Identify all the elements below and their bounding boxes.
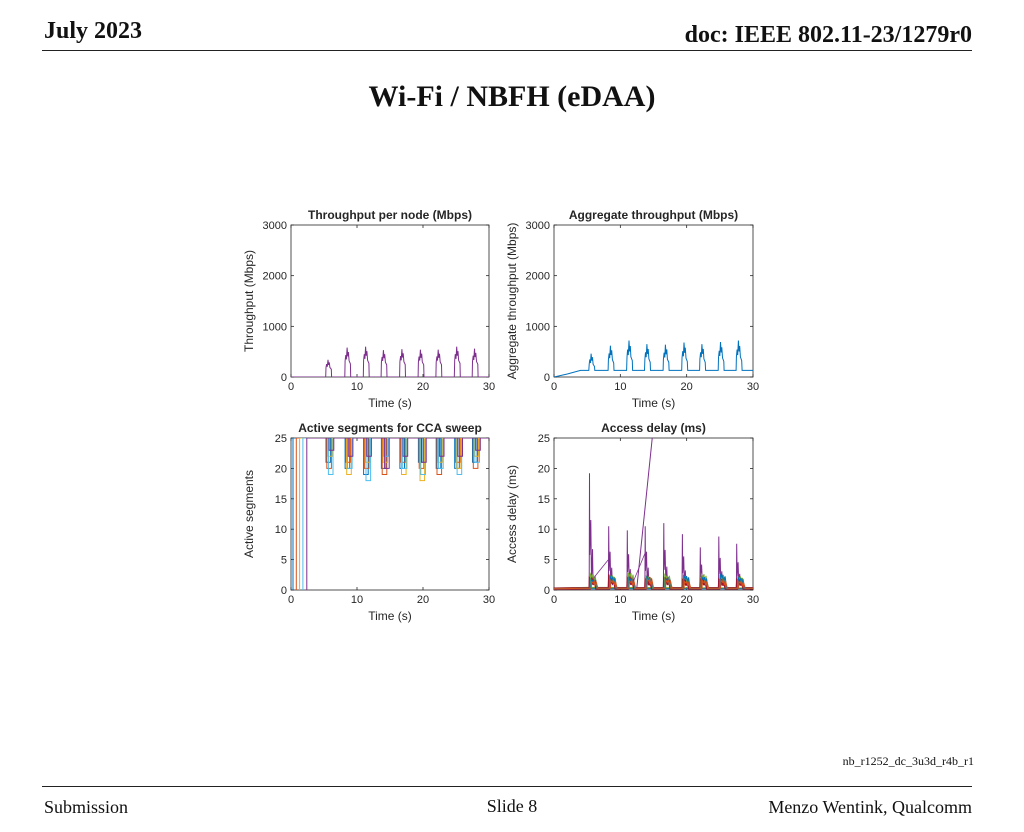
y-tick-label: 15 xyxy=(538,494,550,506)
x-tick-label: 20 xyxy=(417,594,429,606)
y-tick-label: 20 xyxy=(275,463,287,475)
plot-data xyxy=(554,340,753,377)
y-tick-label: 1000 xyxy=(263,321,287,333)
series-line-purple xyxy=(554,473,753,590)
y-tick-label: 25 xyxy=(538,433,550,445)
series-connector-2 xyxy=(633,553,646,582)
x-tick-label: 30 xyxy=(747,594,759,606)
series-line-s2 xyxy=(295,438,489,590)
y-tick-label: 0 xyxy=(281,585,287,597)
y-tick-label: 0 xyxy=(544,585,550,597)
plot-2 xyxy=(553,224,754,378)
header-date: July 2023 xyxy=(44,18,143,44)
y-tick-label: 0 xyxy=(281,372,287,384)
x-axis-label: Time (s) xyxy=(368,396,412,410)
series-line-blue xyxy=(554,572,753,590)
x-tick-label: 20 xyxy=(681,594,693,606)
header-doc-id: doc: IEEE 802.11-23/1279r0 xyxy=(684,22,972,48)
series-line-node xyxy=(291,346,489,377)
y-tick-label: 3000 xyxy=(263,220,287,232)
x-tick-label: 10 xyxy=(351,381,363,393)
plot-4 xyxy=(553,437,754,591)
x-tick-label: 10 xyxy=(351,594,363,606)
x-tick-label: 30 xyxy=(747,381,759,393)
y-tick-label: 1000 xyxy=(526,321,550,333)
x-axis-label: Time (s) xyxy=(632,396,676,410)
footer-rule xyxy=(42,786,972,787)
series-line-s5 xyxy=(306,438,489,590)
chart-title: Aggregate throughput (Mbps) xyxy=(569,208,738,222)
y-tick-label: 15 xyxy=(275,494,287,506)
y-tick-label: 10 xyxy=(275,524,287,536)
x-tick-label: 20 xyxy=(681,381,693,393)
x-tick-label: 0 xyxy=(551,594,557,606)
x-tick-label: 20 xyxy=(417,381,429,393)
y-tick-label: 5 xyxy=(544,555,550,567)
series-line-s4 xyxy=(302,438,489,590)
x-tick-label: 0 xyxy=(551,381,557,393)
y-axis-label: Aggregate throughput (Mbps) xyxy=(505,223,519,380)
series-line-orange xyxy=(554,577,753,590)
y-tick-label: 0 xyxy=(544,372,550,384)
axes-box xyxy=(290,224,490,378)
y-axis-label: Throughput (Mbps) xyxy=(242,250,256,352)
y-tick-label: 10 xyxy=(538,524,550,536)
y-axis-label: Access delay (ms) xyxy=(505,465,519,563)
footer-submission: Submission xyxy=(44,797,129,817)
plot-3 xyxy=(290,437,490,591)
x-tick-label: 30 xyxy=(483,381,495,393)
series-line-aggregate xyxy=(554,340,753,377)
x-tick-label: 10 xyxy=(614,381,626,393)
series-line-green xyxy=(554,572,753,590)
series-spike-line xyxy=(636,438,653,588)
y-axis-label: Active segments xyxy=(242,470,256,558)
axes-box xyxy=(553,437,754,591)
y-tick-label: 20 xyxy=(538,463,550,475)
slide-title: Wi-Fi / NBFH (eDAA) xyxy=(368,80,656,113)
x-tick-label: 0 xyxy=(288,381,294,393)
plot-data xyxy=(291,346,489,377)
plot-data xyxy=(292,438,489,590)
y-tick-label: 2000 xyxy=(263,271,287,283)
chart-title: Throughput per node (Mbps) xyxy=(308,208,472,222)
axes-box xyxy=(553,224,754,378)
footer-author: Menzo Wentink, Qualcomm xyxy=(768,797,972,817)
x-tick-label: 30 xyxy=(483,594,495,606)
y-tick-label: 5 xyxy=(281,555,287,567)
y-tick-label: 3000 xyxy=(526,220,550,232)
x-axis-label: Time (s) xyxy=(632,609,676,623)
chart-title: Active segments for CCA sweep xyxy=(298,421,482,435)
figure-code-name: nb_r1252_dc_3u3d_r4b_r1 xyxy=(842,754,974,768)
plot-1 xyxy=(290,224,490,378)
series-line-s3 xyxy=(299,438,489,590)
x-tick-label: 0 xyxy=(288,594,294,606)
chart-title: Access delay (ms) xyxy=(601,421,706,435)
header-rule xyxy=(42,50,972,51)
x-axis-label: Time (s) xyxy=(368,609,412,623)
y-tick-label: 2000 xyxy=(526,271,550,283)
series-connector-1 xyxy=(593,559,609,579)
x-tick-label: 10 xyxy=(614,594,626,606)
plot-data xyxy=(554,438,753,590)
footer-slide-number: Slide 8 xyxy=(486,796,538,816)
y-tick-label: 25 xyxy=(275,433,287,445)
